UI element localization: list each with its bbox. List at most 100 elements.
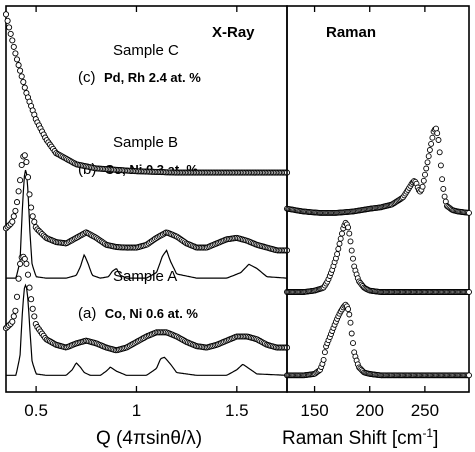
raman-point-sample-a <box>466 372 472 379</box>
xray-point-sample-a <box>29 305 36 312</box>
raman-point-sample-a <box>348 330 355 337</box>
raman-x-axis-label-main: Raman Shift [cm <box>282 428 422 449</box>
xray-point-sample-b <box>13 199 21 206</box>
xray-point-sample-b <box>17 177 24 184</box>
xray-point-sample-b <box>23 158 30 166</box>
xray-point-sample-c <box>18 73 25 80</box>
sample-a-composition: Co, Ni 0.6 at. % <box>105 306 199 321</box>
xray-x-tick-label: 1.5 <box>225 401 249 420</box>
xray-point-sample-a <box>31 313 38 320</box>
raman-point-sample-a <box>345 306 352 313</box>
xray-point-sample-a <box>26 284 33 291</box>
xray-series-sample-c <box>2 11 291 176</box>
xray-series-sample-b <box>2 152 291 254</box>
raman-point-sample-c <box>428 140 435 147</box>
xray-point-sample-c <box>15 62 22 69</box>
raman-x-axis: 150 200 250 <box>300 6 439 420</box>
sample-a-letter: (a) <box>78 305 96 322</box>
xray-point-sample-c <box>20 78 27 86</box>
xray-point-sample-b <box>12 207 19 214</box>
raman-panel: Raman 150 200 250 Raman Shift [cm-1] <box>282 5 472 449</box>
raman-point-sample-a <box>350 340 356 347</box>
xray-point-sample-b <box>31 218 38 225</box>
xray-point-sample-c <box>17 67 24 74</box>
raman-x-axis-label-end: ] <box>433 428 438 449</box>
sample-a-label: (a) Co, Ni 0.6 at. % <box>78 305 198 322</box>
raman-point-sample-c <box>439 176 446 183</box>
sample-a-name: Sample A <box>113 268 177 285</box>
raman-point-sample-a <box>320 356 327 363</box>
raman-series-sample-c <box>284 125 472 216</box>
sample-b-name: Sample B <box>113 134 178 151</box>
raman-point-sample-c <box>424 159 431 166</box>
raman-series-sample-b <box>284 219 472 295</box>
xray-x-tick-label: 1 <box>132 401 141 420</box>
raman-x-axis-label: Raman Shift [cm-1] <box>282 426 438 449</box>
xray-point-sample-b <box>18 161 25 169</box>
raman-point-sample-a <box>321 349 328 356</box>
xray-title: X-Ray <box>212 24 255 41</box>
xray-plot-area <box>2 11 291 376</box>
xray-x-tick-label: 0.5 <box>24 401 48 420</box>
raman-point-sample-b <box>350 255 356 262</box>
raman-point-sample-c <box>441 193 448 200</box>
xray-x-axis-label: Q (4πsinθ/λ) <box>96 428 202 449</box>
sample-c-name: Sample C <box>113 42 179 59</box>
raman-point-sample-c <box>420 177 427 184</box>
raman-point-sample-b <box>348 247 355 254</box>
xray-point-sample-c <box>7 30 14 37</box>
raman-x-tick-label: 150 <box>300 401 328 420</box>
raman-point-sample-c <box>419 183 426 190</box>
raman-point-sample-c <box>426 147 433 153</box>
sample-c-label: (c) Pd, Rh 2.4 at. % <box>78 69 201 86</box>
xray-point-sample-a <box>9 318 16 325</box>
raman-frame <box>286 5 470 393</box>
raman-point-sample-c <box>435 137 442 143</box>
xray-calculated-line-sample-a <box>6 283 287 376</box>
xray-panel: X-Ray Sample C (c) Pd, Rh 2.4 at. % Samp… <box>2 5 291 449</box>
raman-x-axis-label-sup: -1 <box>422 426 433 440</box>
xray-point-sample-a <box>10 313 17 320</box>
raman-x-tick-label: 250 <box>411 401 439 420</box>
raman-point-sample-b <box>347 238 354 245</box>
xray-point-sample-b <box>29 213 36 220</box>
raman-point-sample-b <box>335 245 342 252</box>
raman-point-sample-c <box>440 185 447 192</box>
raman-x-tick-label: 200 <box>356 401 384 420</box>
xray-series-sample-a <box>2 253 291 354</box>
xray-point-sample-b <box>9 218 16 225</box>
raman-point-sample-c <box>434 130 441 137</box>
raman-point-sample-b <box>336 240 343 247</box>
raman-point-sample-c <box>437 162 444 169</box>
raman-point-sample-c <box>422 171 428 178</box>
raman-series-sample-a <box>284 301 472 379</box>
xray-point-sample-a <box>28 296 35 303</box>
xray-point-sample-b <box>21 152 28 159</box>
raman-point-sample-c <box>466 209 472 216</box>
xray-point-sample-c <box>4 17 11 24</box>
xray-point-sample-c <box>6 24 13 31</box>
xray-point-sample-c <box>10 43 17 50</box>
xray-point-sample-c <box>13 56 21 63</box>
raman-point-sample-b <box>334 251 341 258</box>
raman-point-sample-b <box>466 289 472 295</box>
xray-point-sample-a <box>21 255 28 262</box>
raman-title: Raman <box>326 24 376 41</box>
raman-point-sample-c <box>436 149 443 156</box>
xray-x-axis: 0.5 1 1.5 <box>24 6 249 420</box>
xray-point-sample-a <box>13 293 21 300</box>
xray-point-sample-b <box>28 204 35 211</box>
sample-c-letter: (c) <box>78 69 96 86</box>
xray-point-sample-a <box>23 260 30 267</box>
raman-point-sample-c <box>423 165 430 172</box>
raman-plot-area <box>284 125 472 379</box>
raman-point-sample-a <box>346 311 353 318</box>
sample-c-composition: Pd, Rh 2.4 at. % <box>104 70 201 85</box>
raman-point-sample-b <box>337 235 344 242</box>
raman-point-sample-c <box>429 134 436 141</box>
xray-point-sample-c <box>2 11 10 18</box>
raman-point-sample-b <box>346 230 353 237</box>
raman-point-sample-b <box>345 224 352 231</box>
xray-point-sample-b <box>26 191 33 198</box>
